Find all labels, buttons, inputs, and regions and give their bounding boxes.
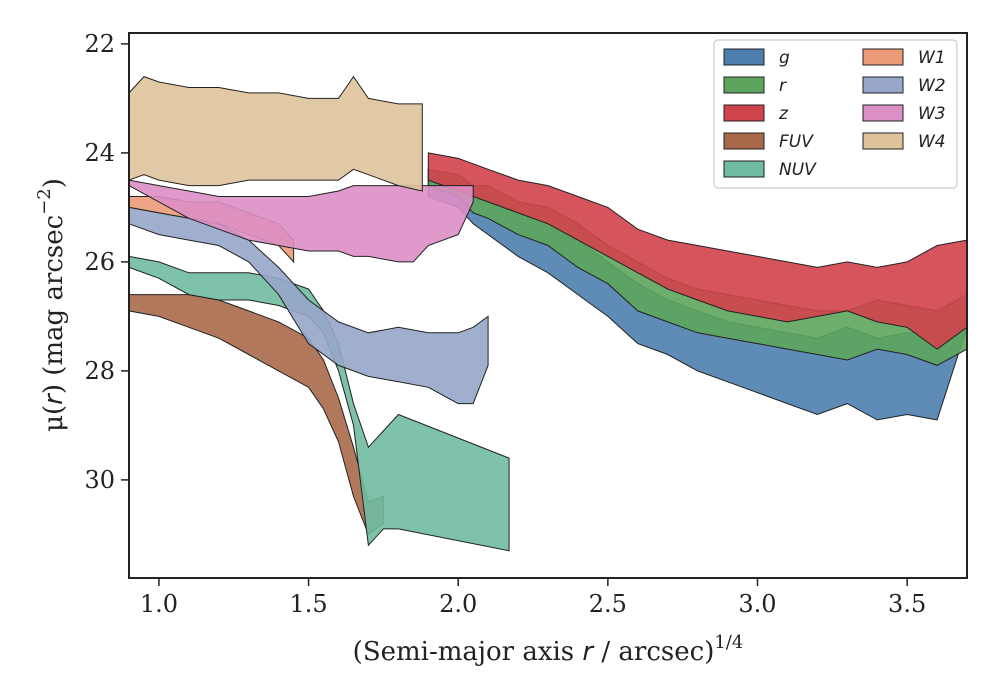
legend-swatch-g [723,48,765,66]
legend-swatch-z [723,104,765,122]
legend-label-w2: W2 [918,76,946,96]
area-w3 [128,179,474,263]
area-w4 [128,75,423,192]
plot-areas [128,75,968,552]
legend-label-fuv: FUV [779,132,814,152]
x-axis-label: (Semi-major axis r / arcsec)1/4 [353,632,744,667]
x-axis-ticks: 1.0 1.5 2.0 2.5 3.0 3.5 [140,578,926,618]
plot-frame [128,32,968,579]
y-axis-ticks: 22 24 26 28 30 [84,30,129,494]
y-tick-label: 30 [84,466,115,494]
x-tick-label: 2.0 [439,590,477,618]
y-axis-label: μ(r) (mag arcsec−2) [34,178,69,432]
y-tick-label: 22 [84,30,115,58]
legend-swatch-w2 [862,76,904,94]
legend-label-z: z [778,104,789,124]
x-tick-label: 3.0 [738,590,776,618]
legend-label-w4: W4 [918,132,946,152]
legend-label-r: r [779,76,787,96]
legend: grz FUV NUV W1 W2 W3 W4 [713,39,958,189]
legend-label-w1: W1 [918,48,946,68]
legend-label-w3: W3 [918,104,946,124]
legend-label-g: g [779,48,790,68]
x-tick-label: 3.5 [888,590,926,618]
legend-swatch-w3 [862,104,904,122]
area-w2 [128,206,489,405]
legend-swatch-nuv [723,160,765,178]
legend-swatch-w1 [862,48,904,66]
y-tick-label: 26 [84,248,115,276]
legend-swatch-fuv [723,132,765,150]
legend-swatch-w4 [862,132,904,150]
legend-swatch-r [723,76,765,94]
y-tick-label: 28 [84,357,115,385]
x-tick-label: 1.5 [289,590,327,618]
x-tick-label: 2.5 [589,590,627,618]
y-tick-label: 24 [84,139,115,167]
x-tick-label: 1.0 [140,590,178,618]
legend-label-nuv: NUV [779,160,817,180]
